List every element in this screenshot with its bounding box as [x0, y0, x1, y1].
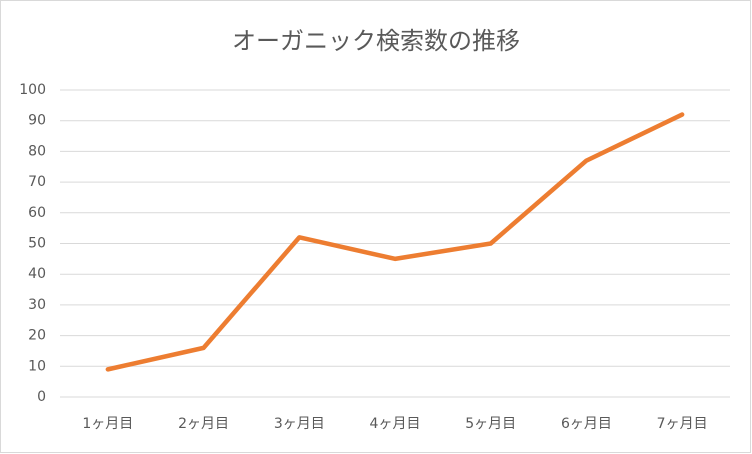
y-tick-label: 20: [28, 328, 46, 344]
x-tick-label: 4ヶ月目: [370, 416, 421, 432]
y-tick-label: 50: [28, 236, 46, 252]
y-tick-label: 60: [28, 205, 46, 221]
x-tick-label: 6ヶ月目: [561, 416, 612, 432]
y-tick-label: 40: [28, 266, 46, 282]
y-tick-label: 80: [28, 143, 46, 159]
y-tick-label: 100: [19, 82, 46, 98]
x-tick-label: 1ヶ月目: [82, 416, 133, 432]
y-tick-label: 30: [28, 297, 46, 313]
y-tick-label: 90: [28, 113, 46, 129]
x-tick-label: 3ヶ月目: [274, 416, 325, 432]
y-tick-label: 70: [28, 174, 46, 190]
y-tick-label: 10: [28, 358, 46, 374]
x-tick-label: 2ヶ月目: [178, 416, 229, 432]
y-tick-label: 0: [37, 389, 46, 405]
x-tick-label: 7ヶ月目: [657, 416, 708, 432]
x-tick-label: 5ヶ月目: [465, 416, 516, 432]
chart-title: オーガニック検索数の推移: [232, 27, 520, 55]
data-line: [105, 112, 685, 372]
